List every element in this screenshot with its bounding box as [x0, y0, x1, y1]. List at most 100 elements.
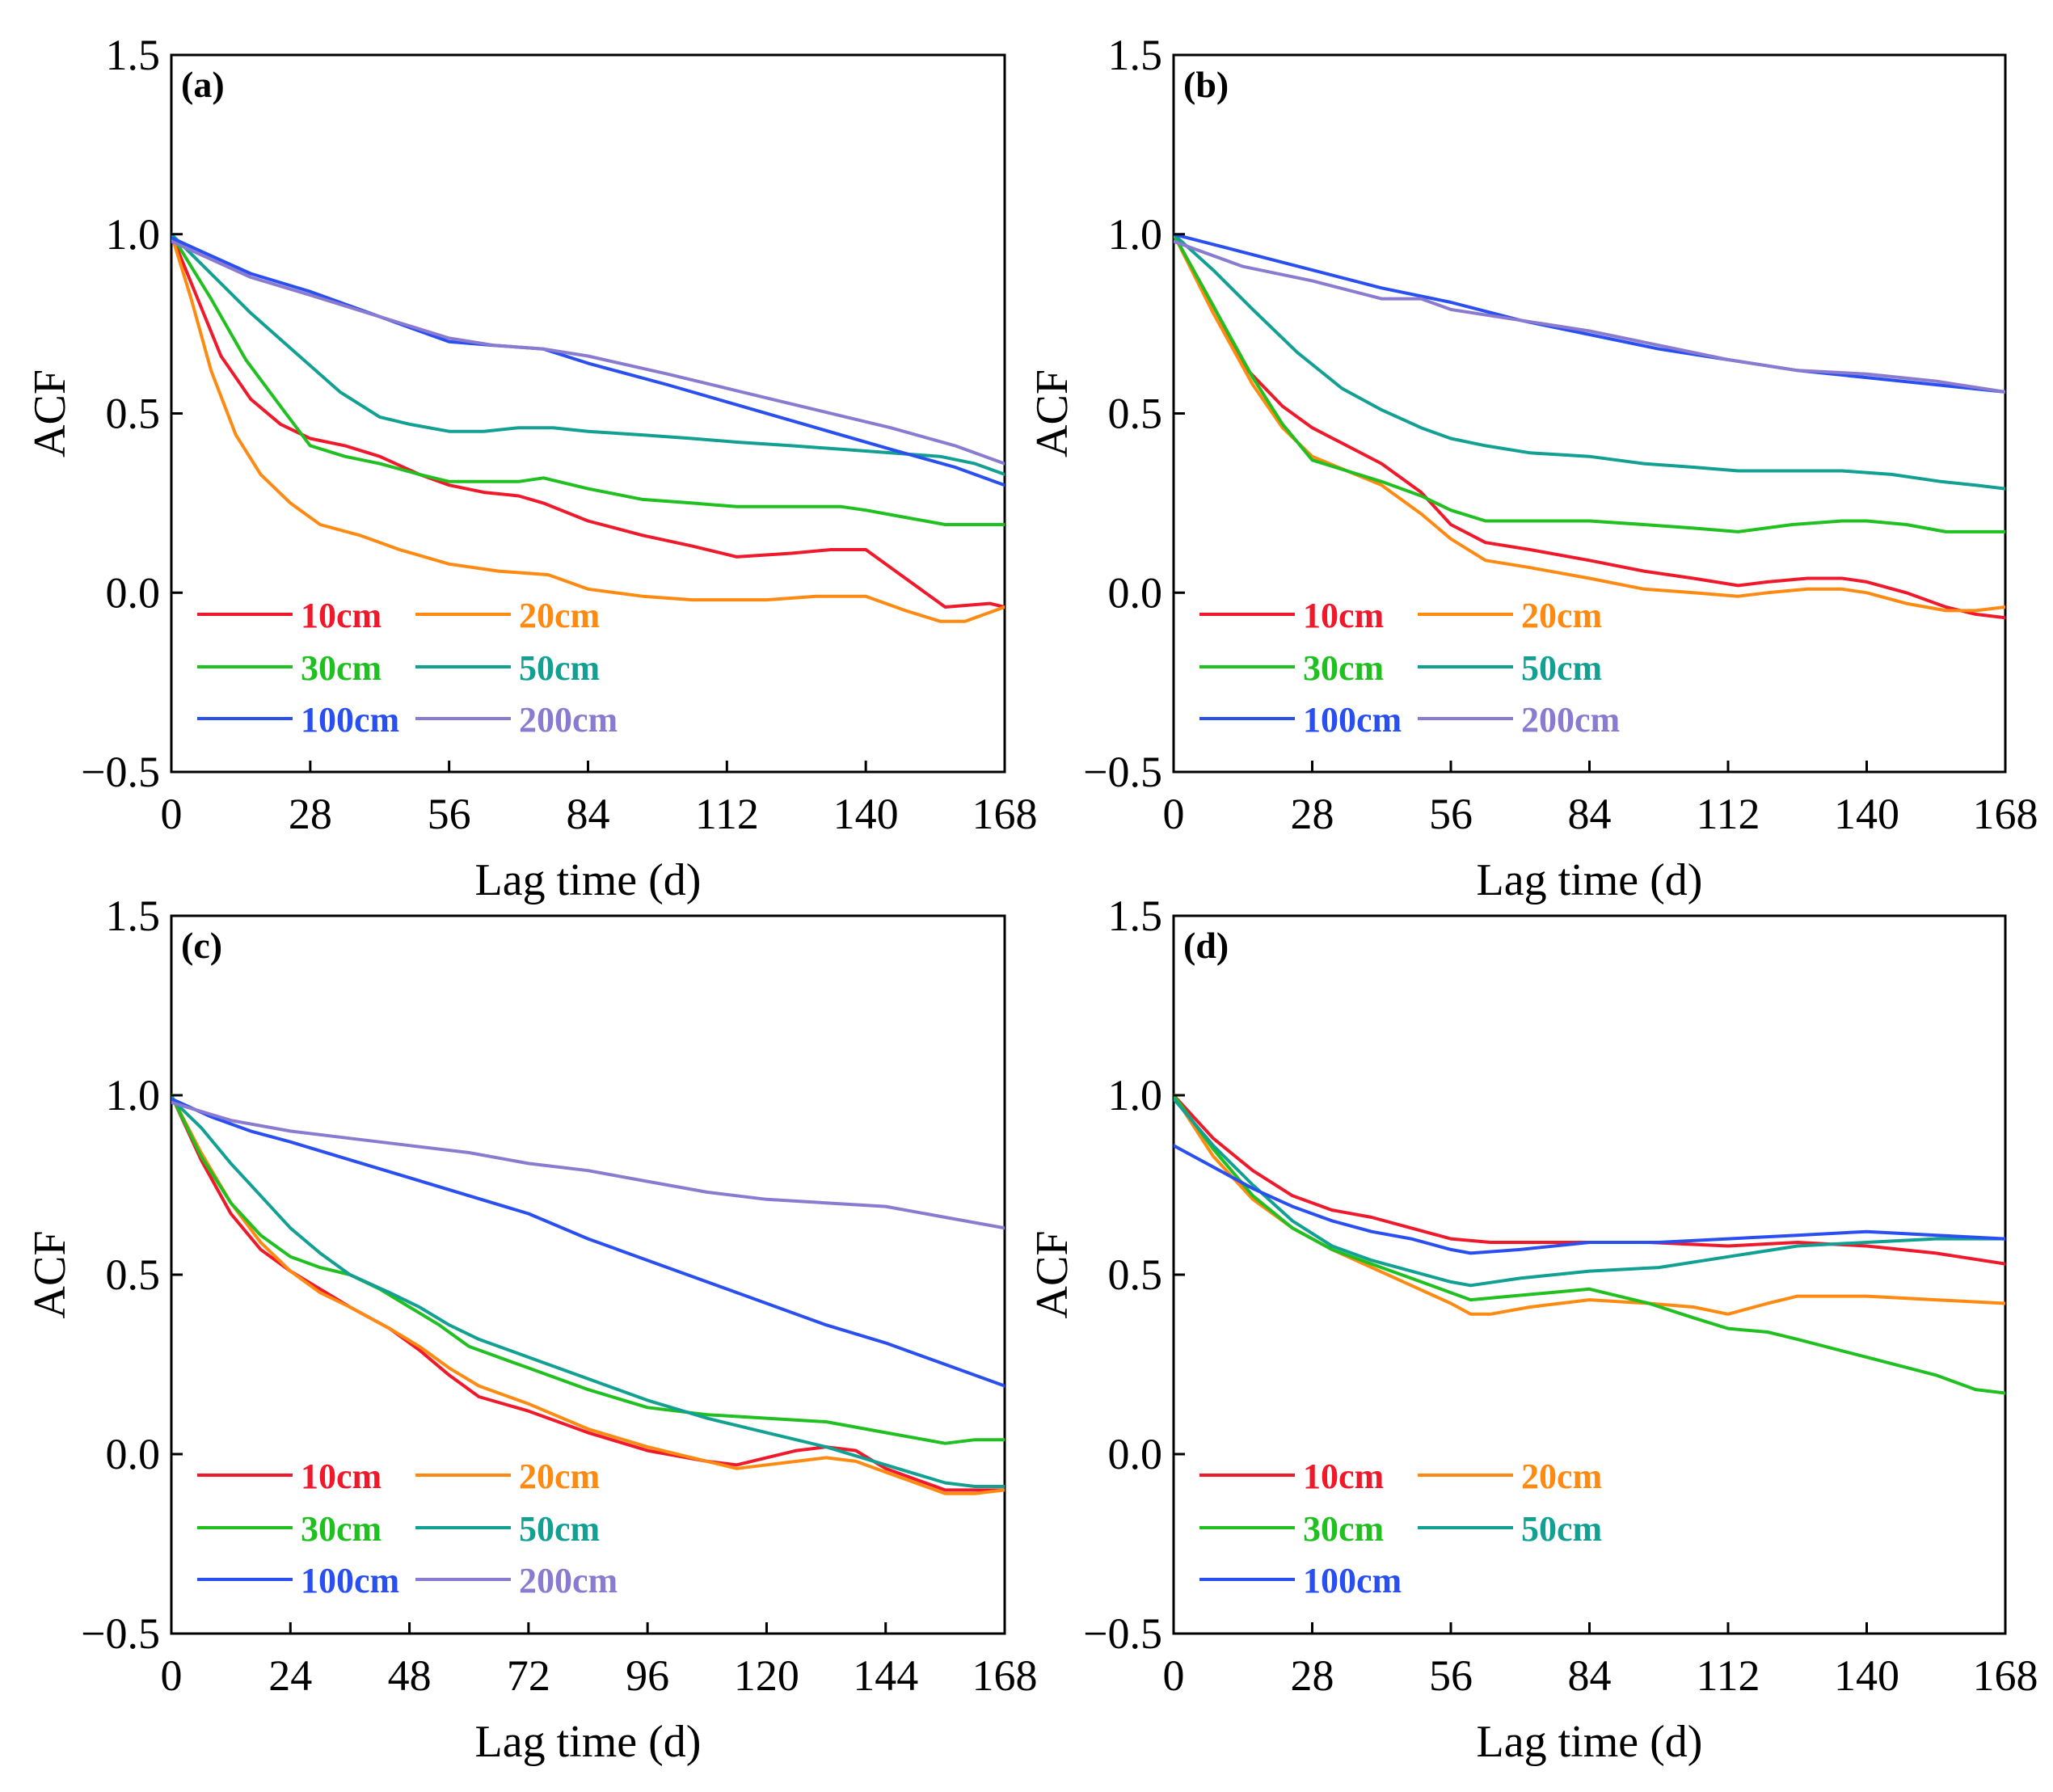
legend-label-30cm: 30cm — [1303, 1509, 1384, 1549]
legend-label-30cm: 30cm — [301, 648, 382, 688]
series-line-10cm — [1174, 232, 2005, 620]
x-tick-label: 0 — [161, 1651, 183, 1700]
series-line-20cm — [1174, 1094, 2005, 1316]
legend-label-10cm: 10cm — [1303, 1457, 1384, 1496]
legend-label-20cm: 20cm — [1521, 596, 1602, 635]
panel-label: (d) — [1183, 925, 1229, 966]
y-tick-label: 0.0 — [1108, 568, 1163, 617]
y-tick-label: 0.0 — [1108, 1430, 1163, 1478]
x-tick-label: 56 — [1429, 790, 1473, 838]
x-tick-label: 48 — [388, 1651, 432, 1700]
y-tick-label: 1.0 — [1108, 210, 1163, 259]
x-tick-label: 112 — [1697, 790, 1760, 838]
series-line-200cm — [171, 239, 1005, 466]
x-tick-label: 28 — [1291, 1651, 1334, 1700]
y-tick-label: 1.5 — [106, 31, 161, 79]
series-line-100cm — [1174, 1144, 2005, 1255]
series-line-20cm — [171, 1094, 1005, 1495]
legend-label-50cm: 50cm — [1521, 648, 1602, 688]
y-tick-label: 0.5 — [1108, 1250, 1163, 1299]
series-line-30cm — [1174, 1094, 2005, 1395]
series-line-50cm — [171, 1097, 1005, 1488]
x-tick-label: 0 — [161, 790, 183, 838]
panel-label: (b) — [1183, 64, 1229, 105]
chart-panel-d: 0 28 56 84 112 140 168 −0.5 0.0 0.5 1.0 1.5 Lag time… — [1027, 892, 2038, 1767]
series-line-10cm — [171, 232, 1005, 609]
legend-label-100cm: 100cm — [1303, 1561, 1402, 1600]
y-tick-label: −0.5 — [1083, 748, 1162, 796]
y-tick-label: 0.5 — [106, 1250, 161, 1299]
series-group — [1174, 232, 2005, 620]
series-group — [171, 232, 1005, 623]
y-tick-label: −0.5 — [1083, 1609, 1162, 1658]
x-tick-label: 144 — [853, 1651, 918, 1700]
x-tick-label: 140 — [1834, 1651, 1899, 1700]
x-tick-label: 96 — [626, 1651, 669, 1700]
series-line-50cm — [1174, 1097, 2005, 1288]
legend-label-30cm: 30cm — [1303, 648, 1384, 688]
x-tick-label: 0 — [1163, 790, 1185, 838]
x-tick-label: 84 — [1568, 790, 1612, 838]
series-group — [1174, 1094, 2005, 1395]
panel-label: (c) — [181, 925, 222, 966]
x-tick-label: 112 — [695, 790, 759, 838]
y-tick-label: 1.5 — [106, 892, 161, 940]
y-tick-label: −0.5 — [81, 748, 160, 796]
legend: 10cm 20cm 30cm 50cm 100cm 200cm — [1199, 596, 1620, 740]
series-line-100cm — [1174, 232, 2005, 394]
y-axis-title: ACF — [25, 1231, 75, 1319]
legend-label-200cm: 200cm — [1521, 700, 1620, 740]
x-tick-label: 140 — [833, 790, 899, 838]
legend-label-100cm: 100cm — [301, 1561, 399, 1600]
series-line-30cm — [171, 232, 1005, 526]
x-tick-label: 168 — [972, 1651, 1038, 1700]
legend-label-200cm: 200cm — [519, 1561, 618, 1600]
series-line-20cm — [1174, 232, 2005, 613]
x-tick-label: 84 — [567, 790, 610, 838]
x-tick-label: 0 — [1163, 1651, 1185, 1700]
x-tick-label: 72 — [507, 1651, 550, 1700]
chart-panel-c: 0 24 48 72 96 120 144 168 −0.5 0.0 0.5 1.0 1.5 Lag ti… — [25, 892, 1038, 1767]
legend-label-20cm: 20cm — [519, 596, 600, 635]
series-line-10cm — [1174, 1094, 2005, 1266]
legend: 10cm 20cm 30cm 50cm 100cm 200cm — [197, 596, 618, 740]
x-tick-label: 120 — [734, 1651, 799, 1700]
y-tick-label: 1.0 — [106, 1071, 161, 1119]
x-axis-title: Lag time (d) — [475, 1717, 702, 1767]
x-tick-label: 168 — [1973, 790, 2038, 838]
chart-panel-b: 0 28 56 84 112 140 168 −0.5 0.0 0.5 1.0 1.5 Lag time… — [1027, 31, 2038, 905]
legend-label-200cm: 200cm — [519, 700, 618, 740]
y-axis-title: ACF — [1027, 369, 1077, 457]
y-tick-label: 1.0 — [106, 210, 161, 259]
series-line-20cm — [171, 232, 1005, 623]
legend: 10cm 20cm 30cm 50cm 100cm — [1199, 1457, 1602, 1600]
x-axis-title: Lag time (d) — [475, 855, 702, 905]
chart-panel-a: 0 28 56 84 112 140 168 −0.5 0.0 0.5 1.0 1.5 Lag time… — [25, 31, 1038, 905]
series-line-50cm — [171, 232, 1005, 476]
x-tick-label: 168 — [972, 790, 1038, 838]
legend-label-10cm: 10cm — [301, 1457, 382, 1496]
series-line-100cm — [171, 1097, 1005, 1388]
y-axis-title: ACF — [1027, 1231, 1077, 1319]
series-group — [171, 1094, 1005, 1495]
x-axis-title: Lag time (d) — [1477, 855, 1703, 905]
series-line-30cm — [171, 1094, 1005, 1445]
panel-label: (a) — [181, 64, 225, 105]
y-tick-label: 1.0 — [1108, 1071, 1163, 1119]
legend-label-10cm: 10cm — [1303, 596, 1384, 635]
x-tick-label: 28 — [289, 790, 332, 838]
legend: 10cm 20cm 30cm 50cm 100cm 200cm — [197, 1457, 618, 1600]
x-tick-label: 28 — [1291, 790, 1334, 838]
legend-label-100cm: 100cm — [1303, 700, 1402, 740]
x-tick-label: 56 — [1429, 1651, 1473, 1700]
legend-label-10cm: 10cm — [301, 596, 382, 635]
legend-label-20cm: 20cm — [1521, 1457, 1602, 1496]
x-tick-label: 140 — [1834, 790, 1899, 838]
series-line-200cm — [171, 1100, 1005, 1230]
x-tick-label: 84 — [1568, 1651, 1612, 1700]
x-tick-label: 56 — [428, 790, 471, 838]
y-tick-label: −0.5 — [81, 1609, 160, 1658]
series-line-100cm — [171, 236, 1005, 487]
legend-label-20cm: 20cm — [519, 1457, 600, 1496]
